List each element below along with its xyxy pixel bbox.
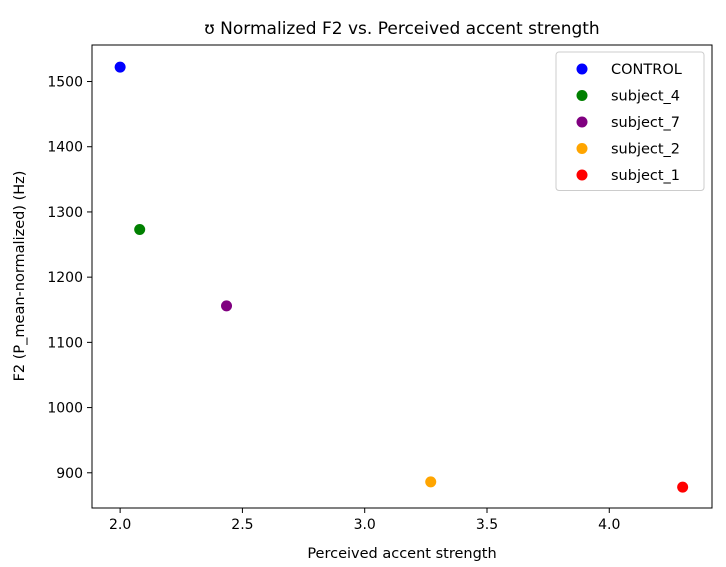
- data-point-subject-1: [677, 481, 689, 493]
- y-tick-label: 1000: [47, 401, 83, 417]
- x-axis-label: Perceived accent strength: [307, 546, 496, 562]
- y-tick-label: 1500: [47, 75, 83, 91]
- data-point-subject-2: [425, 476, 437, 488]
- legend: CONTROL subject_4 subject_7 subject_2subjec…: [555, 51, 705, 191]
- x-tick-label: 3.0: [354, 517, 376, 533]
- legend-label: subject_7: [611, 115, 680, 131]
- legend-label: subject_4: [611, 89, 680, 105]
- legend-label: subject_2: [611, 142, 680, 158]
- legend-label: CONTROL: [611, 62, 682, 78]
- y-axis-label: F2 (P_mean-normalized) (Hz): [12, 171, 28, 382]
- legend-marker: [576, 63, 588, 75]
- legend-box: [555, 51, 705, 191]
- y-tick-label: 1100: [47, 335, 83, 351]
- data-point-subject-7: [221, 300, 233, 312]
- y-tick-label: 1300: [47, 205, 83, 221]
- y-tick-label: 1200: [47, 270, 83, 286]
- legend-marker: [576, 143, 588, 154]
- x-tick-label: 3.5: [476, 517, 498, 533]
- plot-area: 2.0 2.5 3.0 3.5 4.0 900 1000 1100 1200 1300 1400 15…: [47, 44, 713, 533]
- x-tick-label: 2.0: [109, 517, 131, 533]
- legend-marker: [576, 116, 588, 128]
- y-tick-label: 900: [56, 466, 83, 482]
- legend-label: subject_1: [611, 168, 680, 184]
- legend-marker: [576, 169, 588, 181]
- y-tick-label: 1400: [47, 140, 83, 156]
- axes-frame: [91, 44, 713, 509]
- legend-marker: [576, 90, 588, 101]
- x-tick-label: 2.5: [231, 517, 253, 533]
- chart-title: ʊ Normalized F2 vs. Perceived accent str…: [204, 19, 599, 39]
- x-tick-label: 4.0: [598, 517, 620, 533]
- data-point-subject-4: [134, 224, 146, 236]
- data-point-control: [114, 61, 126, 73]
